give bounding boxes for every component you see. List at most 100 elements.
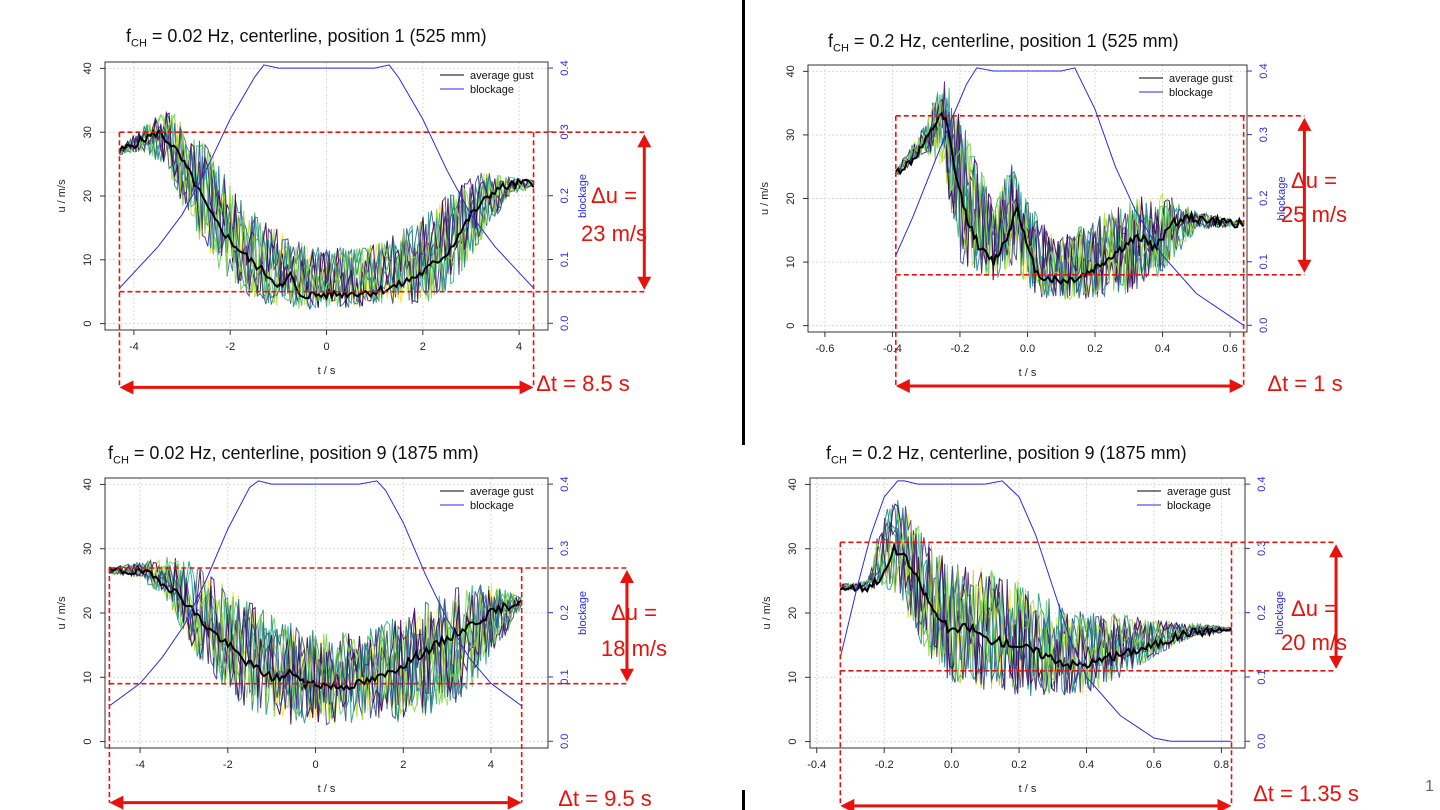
legend-label-blockage: blockage (470, 84, 514, 96)
y-tick-label: 0 (787, 739, 799, 745)
blockage-line (119, 64, 534, 289)
chart-title: fCH = 0.02 Hz, centerline, position 1 (5… (126, 26, 487, 50)
x-tick-label: 0.8 (1214, 759, 1229, 771)
x-tick-label: 0.6 (1146, 759, 1161, 771)
y2-tick-label: 0.3 (1258, 127, 1270, 142)
y2-axis-label: blockage (577, 174, 589, 218)
delta-u-label: Δu = (1291, 596, 1337, 621)
legend-label-gust: average gust (1169, 73, 1233, 85)
y-axis-label: u / m/s (761, 596, 773, 630)
x-tick-label: 0.0 (944, 759, 959, 771)
y-tick-label: 30 (787, 543, 799, 555)
delta-u-value: 25 m/s (1281, 202, 1347, 227)
x-tick-label: 0 (323, 341, 329, 353)
x-tick-label: 4 (488, 759, 494, 771)
delta-t-arrowhead (895, 379, 910, 394)
x-tick-label: 4 (516, 341, 522, 353)
gust-realisation-line (839, 503, 1232, 694)
y2-tick-label: 0.1 (1258, 254, 1270, 269)
legend-label-gust: average gust (1167, 486, 1231, 498)
y2-tick-label: 0.1 (1256, 669, 1268, 684)
delta-u-label: Δu = (591, 183, 637, 208)
y2-tick-label: 0.2 (1256, 605, 1268, 620)
x-tick-label: -2 (223, 759, 233, 771)
x-axis-label: t / s (318, 365, 336, 377)
y2-tick-label: 0.4 (559, 476, 571, 491)
x-tick-label: -0.6 (815, 343, 834, 355)
x-tick-label: -0.2 (950, 343, 969, 355)
y-tick-label: 0 (785, 323, 797, 329)
x-tick-label: -0.2 (875, 759, 894, 771)
y-tick-label: 40 (785, 65, 797, 77)
x-tick-label: 0.6 (1222, 343, 1237, 355)
y-axis-label: u / m/s (759, 182, 771, 216)
y2-tick-label: 0.0 (559, 734, 571, 749)
x-tick-label: 2 (420, 341, 426, 353)
legend-label-blockage: blockage (1167, 500, 1211, 512)
x-axis-label: t / s (1019, 367, 1037, 379)
chart-title: fCH = 0.2 Hz, centerline, position 9 (18… (826, 443, 1187, 467)
y-tick-label: 0 (82, 321, 94, 327)
delta-u-label: Δu = (1291, 168, 1337, 193)
y2-axis-label: blockage (1274, 591, 1286, 635)
legend-label-gust: average gust (470, 70, 534, 82)
y-tick-label: 40 (82, 478, 94, 490)
average-gust-line (839, 541, 1233, 671)
delta-u-arrowhead (1329, 544, 1344, 558)
x-axis-label: t / s (318, 783, 336, 795)
gust-realisation-line (119, 113, 535, 310)
legend-label-blockage: blockage (1169, 87, 1213, 99)
gust-realisation-line (108, 560, 523, 723)
average-gust-line (118, 129, 535, 302)
y-tick-label: 30 (82, 126, 94, 138)
x-tick-label: -0.4 (883, 343, 902, 355)
delta-t-arrowhead (119, 380, 134, 395)
x-tick-label: 2 (400, 759, 406, 771)
delta-t-arrowhead (519, 380, 534, 395)
vertical-divider-lower (742, 790, 745, 810)
y-tick-label: 10 (787, 671, 799, 683)
y2-axis-label: blockage (577, 591, 589, 635)
delta-u-arrowhead (1297, 117, 1312, 131)
delta-t-label: Δt = 8.5 s (536, 371, 630, 396)
delta-u-arrowhead (1329, 655, 1344, 669)
gust-realisation-line (839, 525, 1232, 690)
x-tick-label: 0.2 (1011, 759, 1026, 771)
x-tick-label: -4 (135, 759, 145, 771)
x-tick-label: 0.2 (1087, 343, 1102, 355)
delta-u-value: 20 m/s (1281, 630, 1347, 655)
delta-t-arrowhead (1217, 798, 1232, 810)
blockage-line (895, 67, 1244, 326)
delta-u-value: 18 m/s (601, 636, 667, 661)
y2-tick-label: 0.1 (559, 669, 571, 684)
legend-label-blockage: blockage (470, 500, 514, 512)
x-tick-label: 0.4 (1155, 343, 1170, 355)
x-tick-label: 0.4 (1079, 759, 1094, 771)
legend-label-gust: average gust (470, 486, 534, 498)
y2-tick-label: 0.4 (559, 60, 571, 75)
average-gust-line (895, 111, 1245, 286)
y-axis-label: u / m/s (56, 596, 68, 630)
vertical-divider (742, 0, 745, 445)
y2-tick-label: 0.3 (559, 541, 571, 556)
page-number: 1 (1425, 778, 1434, 795)
y2-tick-label: 0.2 (559, 605, 571, 620)
gust-realisation-line (839, 517, 1232, 696)
x-axis-label: t / s (1019, 783, 1037, 795)
delta-u-arrowhead (619, 570, 634, 583)
y-tick-label: 10 (82, 254, 94, 266)
y2-tick-label: 0.3 (1256, 541, 1268, 556)
y2-tick-label: 0.2 (559, 188, 571, 203)
delta-t-label: Δt = 9.5 s (558, 786, 652, 810)
y2-tick-label: 0.0 (1258, 318, 1270, 333)
y2-tick-label: 0.1 (559, 252, 571, 267)
y-axis-label: u / m/s (56, 179, 68, 213)
chart-title: fCH = 0.02 Hz, centerline, position 9 (1… (108, 443, 479, 467)
delta-u-arrowhead (637, 276, 652, 290)
gust-realisation-line (895, 95, 1244, 300)
x-tick-label: 0 (312, 759, 318, 771)
y-tick-label: 20 (82, 190, 94, 202)
